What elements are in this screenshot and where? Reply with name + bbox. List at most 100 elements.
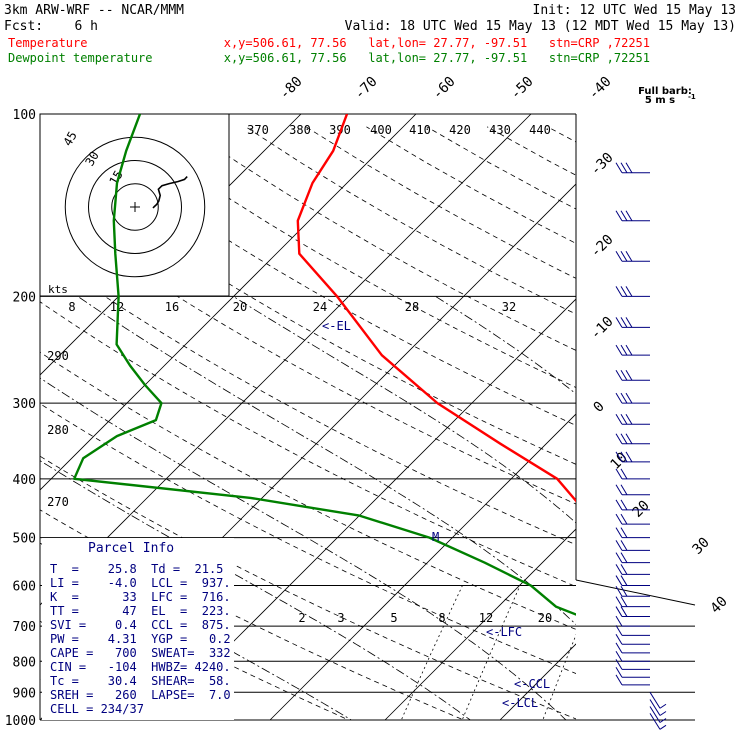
moist-adiabat (40, 460, 471, 720)
wind-barb-flag (620, 596, 628, 607)
hodograph-ring (88, 160, 182, 254)
wind-barb-flag (615, 586, 623, 597)
isotherm-label: 30 (690, 535, 713, 558)
wind-barb-flag (625, 317, 633, 328)
mixing-ratio-label: 24 (313, 300, 327, 314)
isotherm-label: -20 (588, 232, 617, 261)
isotherm-label: -10 (588, 314, 617, 343)
wind-barb-flag (615, 392, 623, 404)
wind-barb-flag (615, 674, 623, 686)
hodograph-ring (64, 136, 206, 278)
isotherm-label: 0 (591, 399, 608, 416)
wind-barb-flag (620, 586, 628, 597)
wind-barb-flag (625, 162, 633, 173)
wind-barb-flag (625, 251, 633, 262)
mixing-ratio-line (461, 585, 521, 720)
dry-adiabat (0, 127, 28, 733)
mixing-ratio-label: 2 (298, 611, 305, 625)
wind-barb-shaft (649, 692, 661, 709)
isotherm (154, 298, 576, 720)
isotherm (269, 413, 576, 720)
wind-barb-flag (615, 210, 623, 221)
dewpoint-profile (72, 114, 576, 616)
wind-barb-flag (620, 344, 628, 356)
parcel-row: K = 33 LFC = 716. (50, 590, 231, 604)
wind-barb-flag (625, 286, 633, 297)
level-marker: <-LCL (502, 696, 538, 710)
wind-barb-flag (615, 527, 623, 538)
wind-barb-flag (615, 651, 623, 662)
mixing-ratio-label: 28 (405, 300, 419, 314)
wind-barb-flag (620, 575, 628, 586)
hodograph-trace (152, 176, 188, 209)
wind-barb-flag (615, 344, 623, 356)
dry-adiabat (64, 126, 576, 426)
isotherm (730, 114, 740, 720)
parcel-row: CAPE = 700 SWEAT= 332 (50, 646, 231, 660)
forecast-hour: Fcst: 6 h (4, 19, 98, 34)
init-time: Init: 12 UTC Wed 15 May 13 (533, 3, 737, 18)
pressure-label-500: 500 (13, 532, 36, 547)
pressure-label-200: 200 (13, 290, 36, 305)
temperature-location: x,y=506.61, 77.56 lat,lon= 27.77, -97.51… (224, 36, 650, 50)
wind-barb-flag (615, 564, 623, 575)
dry-adiabat (608, 127, 740, 733)
mixing-ratio-label: 20 (538, 611, 552, 625)
wind-barb-flag (620, 564, 628, 575)
pressure-label-700: 700 (13, 620, 36, 635)
level-markers: <-EL <-LFC <-CCL <-LCL M (322, 319, 550, 710)
wind-barb-flag (625, 413, 633, 425)
wind-barb-flag (620, 468, 628, 480)
parcel-row: SVI = 0.4 CCL = 875. (50, 618, 231, 632)
isotherm (615, 114, 740, 720)
parcel-row: PW = 4.31 YGP = 0.2 (50, 632, 231, 646)
wind-barb-flag (620, 369, 628, 381)
theta-label: 280 (47, 423, 69, 437)
moist-adiabat (660, 296, 740, 732)
theta-label: 410 (409, 123, 431, 137)
temperature-profile (296, 114, 576, 503)
wind-barb-flag (620, 251, 628, 262)
dry-adiabat (668, 127, 740, 733)
theta-label: 290 (47, 349, 69, 363)
model-title: 3km ARW-WRF -- NCAR/MMM (4, 3, 184, 18)
dry-adiabat (366, 126, 576, 244)
wind-barb-flag (620, 513, 628, 525)
frame-diagonal (575, 579, 696, 606)
pressure-label-300: 300 (13, 397, 36, 412)
wind-barb-flag (620, 413, 628, 425)
wind-barb-shaft (649, 706, 661, 723)
isotherm-label: -30 (588, 150, 617, 179)
parcel-row: CELL = 234/37 (50, 702, 144, 716)
wind-barb-flag (615, 251, 623, 262)
isotherm (40, 114, 532, 606)
parcel-row: TT = 47 EL = 223. (50, 604, 231, 618)
pressure-label-800: 800 (13, 655, 36, 670)
parcel-row: Tc = 30.4 SHEAR= 58. (50, 674, 231, 688)
parcel-info-panel: Parcel Info T = 25.8 Td = 21.5LI = -4.0 … (42, 538, 234, 720)
level-marker-m: M (432, 530, 439, 544)
wind-barb-flag (615, 634, 623, 645)
wind-barb-flag (620, 210, 628, 221)
wind-barb-flag (615, 369, 623, 381)
wind-barb-flag (615, 666, 623, 678)
wind-barb-flag (615, 468, 623, 480)
wind-barb-flag (615, 575, 623, 586)
dry-adiabat (124, 126, 576, 388)
dry-adiabat (245, 126, 576, 315)
mixing-ratio-lines (400, 585, 670, 733)
wind-barb-flag (620, 552, 628, 563)
wind-barb-flag (615, 625, 623, 636)
mixing-ratio-label: 5 (390, 611, 397, 625)
wind-barb-flag (620, 392, 628, 404)
hodograph-ring-label: 45 (60, 129, 79, 149)
mixing-ratio-line (617, 586, 670, 733)
dry-adiabat (729, 127, 740, 733)
wind-barb-flag (615, 433, 623, 444)
hodograph-ring (111, 183, 159, 231)
isotherm-label: -50 (508, 74, 537, 103)
pressure-label-100: 100 (13, 108, 36, 123)
theta-label: 430 (489, 123, 511, 137)
parcel-row: T = 25.8 Td = 21.5 (50, 562, 223, 576)
wind-barb-flag (625, 344, 633, 356)
